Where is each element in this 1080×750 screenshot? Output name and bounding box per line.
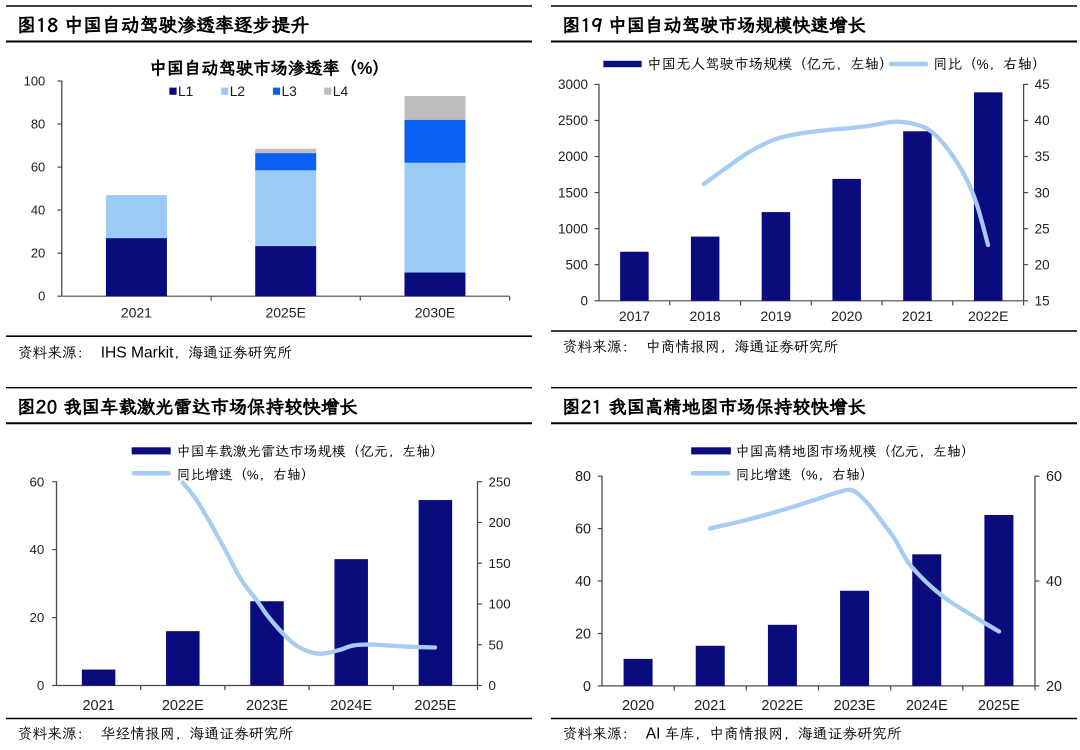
- svg-text:L2: L2: [230, 84, 245, 99]
- svg-text:60: 60: [30, 474, 45, 489]
- svg-text:500: 500: [565, 257, 588, 272]
- svg-text:40: 40: [1035, 113, 1050, 128]
- svg-text:AI: AI: [646, 726, 661, 743]
- svg-text:3000: 3000: [558, 77, 588, 92]
- svg-text:2024E: 2024E: [330, 698, 372, 714]
- svg-text:2025E: 2025E: [265, 304, 305, 320]
- svg-text:L3: L3: [282, 84, 298, 99]
- svg-text:60: 60: [31, 160, 45, 175]
- svg-text:80: 80: [575, 469, 591, 485]
- svg-text:2017: 2017: [619, 308, 650, 324]
- svg-text:L1: L1: [178, 84, 193, 99]
- svg-text:200: 200: [489, 515, 511, 530]
- svg-text:80: 80: [31, 117, 45, 132]
- svg-text:40: 40: [1046, 574, 1062, 590]
- svg-text:2025E: 2025E: [414, 698, 456, 714]
- svg-text:60: 60: [575, 522, 591, 538]
- svg-text:50: 50: [489, 637, 504, 652]
- svg-text:40: 40: [31, 203, 45, 218]
- svg-text:100: 100: [24, 74, 46, 89]
- svg-text:100: 100: [489, 597, 511, 612]
- svg-text:2018: 2018: [690, 308, 721, 324]
- svg-text:40: 40: [575, 574, 591, 590]
- svg-text:2021: 2021: [121, 304, 152, 320]
- svg-text:40: 40: [30, 542, 45, 557]
- svg-text:2022E: 2022E: [968, 308, 1008, 324]
- svg-text:0: 0: [580, 294, 588, 309]
- svg-text:2019: 2019: [760, 308, 791, 324]
- svg-text:250: 250: [489, 474, 511, 489]
- svg-text:35: 35: [1035, 149, 1050, 164]
- svg-text:0: 0: [583, 679, 591, 695]
- svg-text:2000: 2000: [558, 149, 588, 164]
- svg-text:2024E: 2024E: [906, 698, 948, 714]
- svg-text:25: 25: [1035, 221, 1050, 236]
- svg-text:%: %: [247, 467, 259, 482]
- svg-text:L4: L4: [333, 84, 349, 99]
- svg-text:45: 45: [1035, 77, 1050, 92]
- svg-text:20: 20: [31, 246, 45, 261]
- svg-text:2023E: 2023E: [834, 698, 876, 714]
- svg-text:20: 20: [30, 610, 45, 625]
- svg-text:15: 15: [1035, 294, 1050, 309]
- svg-text:20: 20: [575, 626, 591, 642]
- svg-text:30: 30: [1035, 185, 1050, 200]
- svg-text:0: 0: [37, 678, 44, 693]
- svg-text:2025E: 2025E: [978, 698, 1020, 714]
- svg-text:20: 20: [1046, 679, 1062, 695]
- svg-text:2021: 2021: [82, 698, 114, 714]
- svg-text:2500: 2500: [558, 113, 588, 128]
- svg-text:150: 150: [489, 556, 511, 571]
- svg-text:2022E: 2022E: [162, 698, 204, 714]
- svg-text:%: %: [806, 467, 818, 482]
- svg-text:2023E: 2023E: [246, 698, 288, 714]
- svg-text:1500: 1500: [558, 185, 588, 200]
- svg-text:2020: 2020: [622, 698, 654, 714]
- svg-text:IHS Markit: IHS Markit: [101, 345, 174, 362]
- svg-text:2030E: 2030E: [415, 304, 455, 320]
- svg-text:2021: 2021: [694, 698, 726, 714]
- svg-text:1000: 1000: [558, 221, 588, 236]
- svg-text:0: 0: [38, 289, 45, 304]
- svg-text:2020: 2020: [831, 308, 862, 324]
- svg-text:2022E: 2022E: [761, 698, 803, 714]
- svg-text:%: %: [357, 58, 372, 78]
- svg-text:20: 20: [1035, 257, 1050, 272]
- svg-text:2021: 2021: [902, 308, 933, 324]
- svg-text:0: 0: [489, 678, 496, 693]
- svg-text:60: 60: [1046, 469, 1062, 485]
- svg-text:%: %: [977, 57, 989, 72]
